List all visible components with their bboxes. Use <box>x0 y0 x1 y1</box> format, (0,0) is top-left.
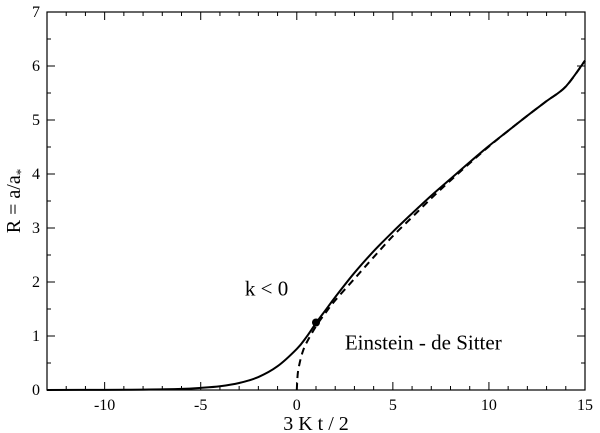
y-tick-label: 2 <box>32 274 40 291</box>
y-tick-label: 4 <box>32 166 40 183</box>
axis-ticks <box>46 11 586 391</box>
solid-series-line <box>46 60 586 391</box>
annotation-0: k < 0 <box>245 277 288 301</box>
dashed-series-line <box>295 60 586 391</box>
annotations: k < 0 Einstein - de Sitter <box>245 277 502 355</box>
x-tick-label: 10 <box>481 397 497 414</box>
y-axis-title-subscript: * <box>13 169 28 176</box>
y-tick-label: 6 <box>32 58 40 75</box>
marker-point <box>312 318 320 327</box>
y-tick-label: 7 <box>32 4 40 21</box>
annotation-1: Einstein - de Sitter <box>345 331 502 355</box>
x-axis-title: 3 K t / 2 <box>283 413 349 433</box>
markers <box>312 318 320 327</box>
x-tick-label: -5 <box>194 397 207 414</box>
x-tick-label: 15 <box>577 397 593 414</box>
series-lines <box>46 60 586 391</box>
y-axis-title-main: R = a/a <box>3 175 25 233</box>
y-axis-title: R = a/a* <box>3 169 28 233</box>
y-tick-label: 0 <box>32 382 40 399</box>
y-tick-label: 3 <box>32 220 40 237</box>
plot-frame <box>46 11 586 391</box>
tick-labels: -10 -5 0 5 10 15 0 1 2 3 4 5 6 7 <box>32 4 593 414</box>
x-tick-label: 0 <box>293 397 301 414</box>
x-tick-label: -10 <box>94 397 115 414</box>
x-tick-label: 5 <box>389 397 397 414</box>
y-tick-label: 5 <box>32 112 40 129</box>
y-tick-label: 1 <box>32 328 40 345</box>
